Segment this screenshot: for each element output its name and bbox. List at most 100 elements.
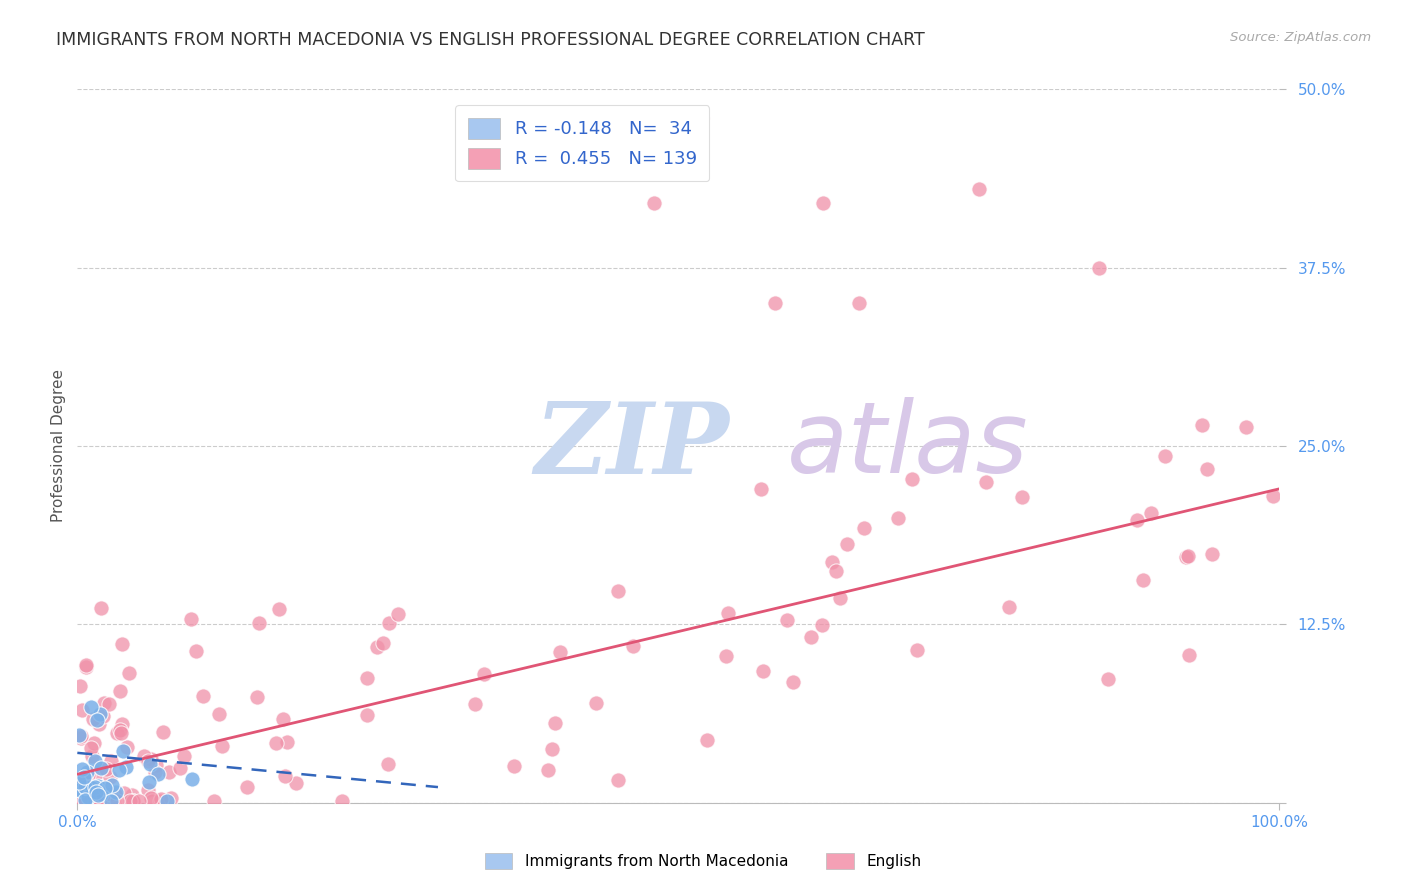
Point [907,642,929,657]
Point [128,794,150,808]
Point [87,764,110,779]
Point [751,664,773,678]
Point [69,730,91,744]
Point [541,741,564,756]
Point [544,716,567,731]
Point [356,671,378,685]
Point [72,794,94,808]
Point [138,774,160,789]
Point [69,782,91,797]
Point [811,196,834,211]
Point [69,794,91,808]
Point [83,735,105,749]
Point [548,645,571,659]
Point [717,606,740,620]
Point [976,475,998,490]
Point [79,740,101,755]
Point [464,697,486,711]
Point [751,482,773,496]
Point [824,565,846,579]
Point [122,794,145,808]
Point [1177,549,1199,563]
Point [87,779,110,793]
Point [191,689,214,703]
Point [696,733,718,747]
Point [157,764,180,779]
Point [108,723,131,737]
Point [387,607,409,621]
Point [111,744,134,758]
Point [80,748,103,763]
Point [810,618,832,632]
Point [100,787,122,801]
Point [112,786,135,800]
Point [115,759,138,773]
Point [86,788,108,802]
Point [87,782,110,797]
Point [118,666,141,681]
Point [69,782,91,797]
Text: IMMIGRANTS FROM NORTH MACEDONIA VS ENGLISH PROFESSIONAL DEGREE CORRELATION CHART: IMMIGRANTS FROM NORTH MACEDONIA VS ENGLI… [56,31,925,49]
Point [156,794,179,808]
Point [80,700,103,714]
Point [76,765,98,780]
Point [997,599,1019,614]
Point [249,615,271,630]
Text: Source: ZipAtlas.com: Source: ZipAtlas.com [1230,31,1371,45]
Point [246,690,269,704]
Point [1097,672,1119,686]
Point [132,749,155,764]
Legend: R = -0.148   N=  34, R =  0.455   N= 139: R = -0.148 N= 34, R = 0.455 N= 139 [456,105,710,181]
Point [1132,573,1154,587]
Point [136,783,159,797]
Point [285,776,308,790]
Point [776,613,799,627]
Point [76,768,98,782]
Point [89,706,111,721]
Point [141,790,163,805]
Point [967,182,990,196]
Point [111,717,134,731]
Point [537,763,560,777]
Point [80,780,103,795]
Point [103,794,125,808]
Point [606,772,628,787]
Point [75,793,97,807]
Point [378,616,401,631]
Point [1178,648,1201,663]
Point [70,703,93,717]
Point [1261,489,1284,503]
Point [72,794,94,808]
Point [105,794,128,808]
Point [377,756,399,771]
Point [97,697,120,711]
Point [276,735,298,749]
Point [820,555,842,569]
Point [152,725,174,739]
Point [108,684,131,698]
Point [208,707,231,722]
Point [82,712,104,726]
Point [274,769,297,783]
Point [1011,490,1033,504]
Point [373,636,395,650]
Point [100,755,122,769]
Point [211,739,233,754]
Point [1191,417,1213,432]
Point [149,794,172,808]
Point [122,794,145,808]
Legend: Immigrants from North Macedonia, English: Immigrants from North Macedonia, English [479,847,927,875]
Point [763,296,786,310]
Point [84,780,107,794]
Point [117,740,139,755]
Point [93,794,115,808]
Point [716,649,738,664]
Point [94,780,117,795]
Point [100,794,122,808]
Point [101,794,124,808]
Point [84,785,107,799]
Point [887,511,910,525]
Point [104,787,127,801]
Point [93,696,115,710]
Point [330,794,353,808]
